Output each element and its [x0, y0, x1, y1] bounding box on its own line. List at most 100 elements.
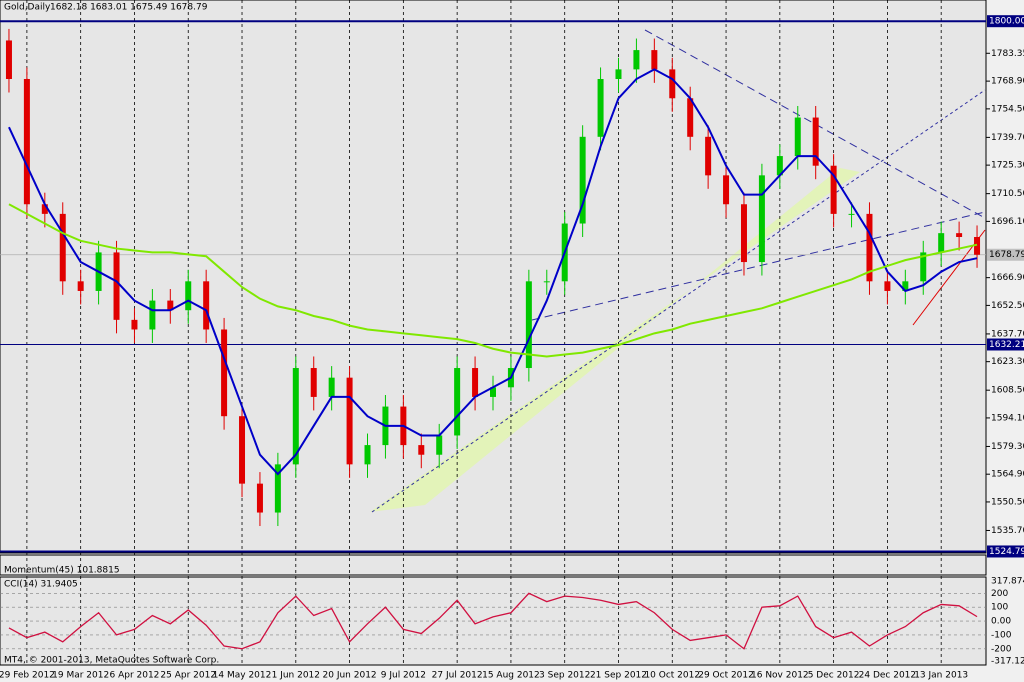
candle-body [23, 79, 30, 205]
y-tick-label: 1652.50 [991, 301, 1024, 311]
current-price-box [987, 248, 1024, 261]
y-tick-label: 1550.50 [991, 497, 1024, 507]
candle-body [758, 175, 765, 263]
cci-tick-label: 100 [991, 603, 1008, 613]
candle-body [705, 136, 712, 176]
candle-body [902, 281, 909, 291]
candle-body [956, 233, 963, 237]
cci-line [8, 592, 978, 650]
y-tick-label: 1535.70 [991, 526, 1024, 536]
candle-body [776, 156, 783, 176]
channel-band [370, 168, 860, 512]
x-tick-label: 25 Apr 2012 [160, 671, 216, 681]
cci-label: CCI(14) 31.9405 [4, 580, 78, 590]
candle-body [794, 117, 801, 157]
candle-body [723, 175, 730, 205]
candle-body [292, 368, 299, 465]
candle-body [185, 281, 192, 311]
candle-body [938, 233, 945, 253]
quote: 1682.18 1683.01 1675.49 1678.79 [50, 3, 208, 13]
y-tick-label: 1666.90 [991, 273, 1024, 283]
price-label-box [987, 15, 1024, 28]
y-tick-label: 1754.50 [991, 104, 1024, 114]
y-tick-label: 1725.30 [991, 161, 1024, 171]
trend-line [371, 89, 986, 513]
y-tick-label: 1710.50 [991, 189, 1024, 199]
candle-body [364, 445, 371, 465]
candle-body [328, 377, 335, 397]
candle-body [256, 483, 263, 513]
candle-body [884, 281, 891, 291]
cci-tick-label: -100 [991, 630, 1012, 640]
candle-body [848, 213, 855, 215]
candle-body [346, 377, 353, 465]
candle-body [221, 329, 228, 417]
x-tick-label: 24 Dec 2012 [859, 671, 917, 681]
candle-body [920, 252, 927, 282]
x-tick-label: 10 Oct 2012 [644, 671, 700, 681]
x-tick-label: 15 Aug 2012 [482, 671, 540, 681]
price-label: 1632.21 [989, 340, 1024, 350]
candle-body [812, 117, 819, 166]
y-tick-label: 1608.50 [991, 386, 1024, 396]
chart-title: Gold,Daily [4, 3, 51, 13]
candle-body [740, 204, 747, 263]
candle-body [472, 368, 479, 397]
price-label-box [987, 545, 1024, 558]
candle-body [5, 40, 12, 79]
x-tick-label: 29 Feb 2012 [0, 671, 55, 681]
y-tick-label: 1564.90 [991, 470, 1024, 480]
x-tick-label: 6 Apr 2012 [109, 671, 159, 681]
y-tick-label: 1739.70 [991, 133, 1024, 143]
cci-min-label: -317.1243 [991, 657, 1024, 667]
current-price-label: 1678.79 [989, 250, 1024, 260]
candle-body [203, 281, 210, 330]
candle-body [830, 165, 837, 214]
x-tick-label: 13 Jan 2013 [914, 671, 968, 681]
candle-body [490, 387, 496, 397]
x-tick-label: 9 Jul 2012 [381, 671, 426, 681]
x-tick-label: 20 Jun 2012 [323, 671, 377, 681]
candle-body [113, 252, 120, 320]
moving-average [8, 68, 978, 476]
candle-body [239, 416, 246, 484]
candle-body [59, 213, 66, 282]
cci-tick-label: 0.00 [991, 617, 1011, 627]
momentum-label: Momentum(45) 101.8815 [4, 566, 120, 576]
y-tick-label: 1623.30 [991, 357, 1024, 367]
cci-max-label: 317.874 [991, 577, 1024, 587]
copyright: MT4, © 2001-2013, MetaQuotes Software Co… [4, 656, 219, 666]
momentum-panel [0, 554, 987, 576]
candle-body [579, 136, 586, 224]
x-tick-label: 29 Oct 2012 [698, 671, 754, 681]
x-tick-label: 14 May 2012 [213, 671, 272, 681]
candle-body [454, 368, 461, 436]
candle-body [77, 281, 84, 291]
y-tick-label: 1579.30 [991, 442, 1024, 452]
moving-average [8, 203, 978, 358]
x-tick-label: 5 Dec 2012 [808, 671, 860, 681]
price-label-box [987, 338, 1024, 351]
candle-body [669, 69, 676, 99]
candle-body [436, 435, 443, 455]
price-panel [0, 0, 987, 554]
candle-body [633, 50, 640, 70]
price-label: 1524.79 [989, 547, 1024, 557]
candle-body [651, 50, 658, 70]
price-label: 1800.00 [989, 17, 1024, 27]
y-tick-label: 1783.35 [991, 49, 1024, 59]
x-tick-label: 27 Jul 2012 [432, 671, 483, 681]
candle-body [615, 69, 622, 79]
candle-body [687, 98, 694, 137]
candle-body [866, 213, 873, 282]
candle-body [41, 204, 48, 214]
x-tick-label: 3 Sep 2012 [539, 671, 590, 681]
y-tick-label: 1696.10 [991, 217, 1024, 227]
y-tick-label: 1768.90 [991, 77, 1024, 87]
x-tick-label: 1 Jun 2012 [272, 671, 320, 681]
x-tick-label: 21 Sep 2012 [590, 671, 647, 681]
candle-body [149, 300, 156, 330]
